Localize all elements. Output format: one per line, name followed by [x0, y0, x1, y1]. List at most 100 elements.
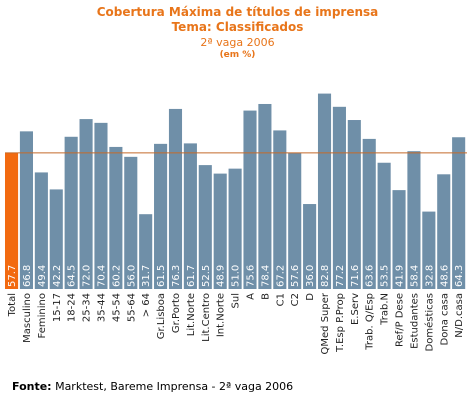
- value-label-0: 57.7: [7, 265, 18, 287]
- category-labels-group: Total Masculino Feminino 15-17 18-24 25-34 35-…: [7, 292, 465, 354]
- category-label-11: Gr.Porto: [171, 293, 182, 333]
- category-label-19: C2: [290, 293, 301, 306]
- category-label-21: QMed Super: [320, 292, 331, 354]
- bar-30: [452, 137, 466, 289]
- category-label-10: Gr.Lisboa: [156, 293, 167, 339]
- category-label-9: > 64: [141, 293, 152, 317]
- category-label-8: 55-64: [126, 293, 137, 322]
- bar-4: [64, 136, 78, 289]
- bar-9: [139, 214, 153, 289]
- value-label-7: 60.2: [111, 265, 122, 287]
- category-label-23: E.Serv: [350, 293, 361, 325]
- chart-title: Cobertura Máxima de títulos de imprensa: [96, 5, 379, 19]
- value-label-16: 75.6: [246, 265, 257, 287]
- bar-29: [437, 174, 451, 289]
- bar-15: [228, 168, 242, 289]
- bar-23: [347, 120, 361, 290]
- value-label-30: 64.3: [454, 265, 465, 287]
- category-label-2: Feminino: [37, 293, 48, 338]
- bar-26: [392, 190, 406, 289]
- category-label-28: Domésticas: [423, 293, 435, 351]
- bar-0: [5, 152, 19, 289]
- category-label-1: Masculino: [22, 293, 33, 343]
- value-label-25: 53.5: [380, 265, 391, 287]
- category-label-14: Int.Norte: [216, 293, 227, 337]
- category-label-26: Ref/P Dese: [395, 293, 406, 347]
- bar-20: [303, 204, 317, 289]
- category-label-25: Trab.N: [380, 293, 391, 326]
- bar-1: [19, 131, 33, 289]
- bar-13: [198, 165, 212, 289]
- value-label-10: 61.5: [156, 265, 167, 287]
- value-label-5: 72.0: [82, 265, 93, 287]
- bar-18: [273, 130, 287, 289]
- category-label-5: 25-34: [82, 293, 93, 322]
- value-label-2: 49.4: [37, 265, 48, 287]
- source-label: Fonte:: [12, 380, 52, 393]
- value-label-17: 78.4: [260, 265, 271, 287]
- bar-27: [407, 151, 421, 289]
- bar-25: [377, 162, 391, 289]
- category-label-6: 35-44: [96, 293, 107, 322]
- bar-28: [422, 211, 436, 289]
- source-text: Marktest, Bareme Imprensa - 2ª vaga 2006: [51, 380, 294, 393]
- value-label-6: 70.4: [96, 265, 107, 287]
- bar-24: [362, 138, 376, 289]
- value-label-15: 51.0: [231, 265, 242, 287]
- bar-12: [183, 143, 197, 289]
- value-labels-group: 57.7 66.8 49.4 42.2 64.5 72.0 70.4 60.2 56.0 31.7…: [7, 265, 465, 287]
- chart-unit: (em %): [219, 50, 256, 60]
- category-label-30: N/D.casa: [454, 293, 465, 338]
- bar-2: [34, 172, 48, 289]
- bars-group: [5, 93, 466, 290]
- category-label-20: D: [305, 293, 316, 301]
- value-label-1: 66.8: [22, 265, 33, 287]
- bar-5: [79, 119, 93, 289]
- bar-6: [94, 122, 108, 289]
- category-label-27: Estudantes: [409, 293, 420, 349]
- category-label-29: Dona casa: [439, 293, 450, 345]
- bar-19: [288, 153, 302, 289]
- value-label-26: 41.9: [395, 265, 406, 287]
- value-label-18: 67.2: [275, 265, 286, 287]
- value-label-27: 58.4: [409, 265, 420, 287]
- bar-16: [243, 110, 257, 289]
- bar-14: [213, 173, 227, 289]
- value-label-8: 56.0: [126, 265, 137, 287]
- value-label-4: 64.5: [67, 265, 78, 287]
- chart-subtitle: Tema: Classificados: [171, 20, 304, 34]
- category-label-15: Sul: [231, 293, 242, 308]
- value-label-11: 76.3: [171, 265, 182, 287]
- bar-17: [258, 103, 272, 289]
- category-label-17: B: [260, 293, 271, 300]
- value-label-28: 32.8: [424, 265, 435, 287]
- category-label-22: T.Esp P.Prop: [335, 293, 346, 353]
- chart-wave: 2ª vaga 2006: [200, 36, 275, 49]
- bar-7: [109, 146, 123, 289]
- category-label-12: Lit.Norte: [186, 293, 197, 336]
- category-label-13: Lit.Centro: [201, 293, 212, 342]
- value-label-29: 48.6: [439, 265, 450, 287]
- value-label-24: 63.6: [365, 265, 376, 287]
- value-label-20: 36.0: [305, 265, 316, 287]
- category-label-0: Total: [7, 293, 18, 317]
- value-label-21: 82.8: [320, 265, 331, 287]
- value-label-9: 31.7: [141, 265, 152, 287]
- category-label-18: C1: [275, 293, 286, 306]
- value-label-19: 57.6: [290, 265, 301, 287]
- value-label-22: 77.2: [335, 265, 346, 287]
- bar-22: [332, 106, 346, 289]
- value-label-14: 48.9: [216, 265, 227, 287]
- value-label-13: 52.5: [201, 265, 212, 287]
- category-label-24: Trab. Q/Esp: [365, 293, 376, 351]
- category-label-7: 45-54: [111, 293, 122, 322]
- source-note: Fonte: Marktest, Bareme Imprensa - 2ª va…: [12, 380, 293, 393]
- value-label-23: 71.6: [350, 265, 361, 287]
- category-label-16: A: [246, 293, 257, 300]
- category-label-3: 15-17: [52, 293, 63, 322]
- bar-21: [317, 93, 332, 289]
- value-label-12: 61.7: [186, 265, 197, 287]
- value-label-3: 42.2: [52, 265, 63, 287]
